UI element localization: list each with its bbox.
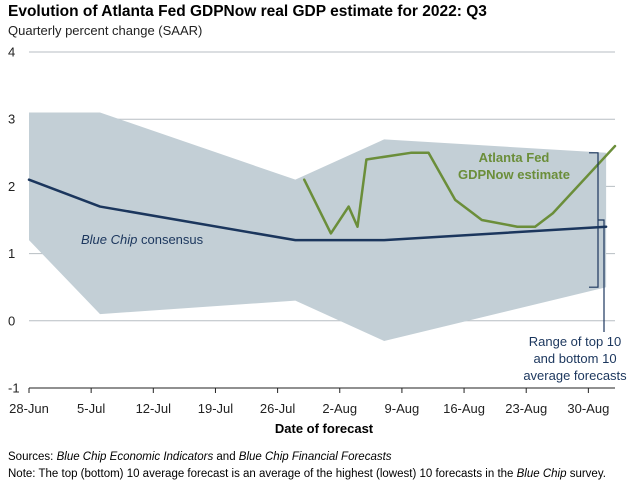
y-tick-label: 4 xyxy=(8,45,15,60)
x-tick-label: 19-Jul xyxy=(198,401,234,416)
forecast-range-band-layer xyxy=(29,112,607,341)
y-tick-label: 3 xyxy=(8,112,15,127)
blue-chip-label-italic: Blue Chip xyxy=(81,232,137,247)
y-tick-label: 0 xyxy=(8,313,15,328)
source-blue-chip-financial-forecasts: Blue Chip Financial Forecasts xyxy=(238,451,392,463)
blue-chip-consensus-line xyxy=(27,178,608,242)
gdpnow-label: Atlanta Fed GDPNow estimate xyxy=(458,150,570,182)
note-italic-blue-chip: Blue Chip xyxy=(516,468,567,480)
tick-labels: -1 0 1 2 3 4 28-Jun 5-Jul 12-Jul 19-Jul 26-Jul 2-Au… xyxy=(8,45,609,437)
gdpnow-label-line: Atlanta Fed xyxy=(479,150,550,165)
x-tick-label: 9-Aug xyxy=(385,401,420,416)
sources-and: and xyxy=(213,451,239,463)
x-tick-label: 26-Jul xyxy=(260,401,296,416)
blue-chip-label-rest: consensus xyxy=(137,232,203,247)
range-label-line: and bottom 10 xyxy=(533,351,616,366)
gdpnow-line xyxy=(302,144,617,235)
annotations: Atlanta Fed GDPNow estimate Blue Chip cons… xyxy=(81,150,627,383)
note-text-before: The top (bottom) 10 average forecast is … xyxy=(35,468,517,480)
x-axis-title: Date of forecast xyxy=(275,421,374,436)
range-leader-line xyxy=(598,219,605,332)
range-label-line: average forecasts xyxy=(523,368,627,383)
forecast-range-band xyxy=(29,112,607,341)
chart-subtitle: Quarterly percent change (SAAR) xyxy=(8,23,203,38)
x-tick-label: 16-Aug xyxy=(443,401,485,416)
note-label: Note: xyxy=(8,468,36,480)
x-tick-label: 28-Jun xyxy=(9,401,49,416)
source-blue-chip-economic-indicators: Blue Chip Economic Indicators xyxy=(56,451,214,463)
y-tick-label: 2 xyxy=(8,179,15,194)
sources-label: Sources: xyxy=(8,451,54,463)
chart-title: Evolution of Atlanta Fed GDPNow real GDP… xyxy=(8,3,487,20)
blue-chip-consensus-label: Blue Chip consensus xyxy=(81,232,204,247)
x-axis xyxy=(28,387,615,393)
gdpnow-label-line: GDPNow estimate xyxy=(458,167,570,182)
y-tick-label: -1 xyxy=(8,381,20,396)
range-label-line: Range of top 10 xyxy=(529,334,622,349)
note-line: Note: The top (bottom) 10 average foreca… xyxy=(8,466,628,483)
series-lines xyxy=(27,144,617,242)
sources-line: Sources: Blue Chip Economic Indicators a… xyxy=(8,449,628,466)
x-tick-label: 2-Aug xyxy=(322,401,357,416)
range-label: Range of top 10 and bottom 10 average fore… xyxy=(523,334,627,383)
x-tick-label: 12-Jul xyxy=(136,401,172,416)
x-tick-label: 30-Aug xyxy=(567,401,609,416)
y-tick-label: 1 xyxy=(8,246,15,261)
chart-footer: Sources: Blue Chip Economic Indicators a… xyxy=(8,449,628,483)
x-tick-label: 5-Jul xyxy=(77,401,105,416)
note-text-after: survey. xyxy=(566,468,606,480)
x-tick-label: 23-Aug xyxy=(505,401,547,416)
